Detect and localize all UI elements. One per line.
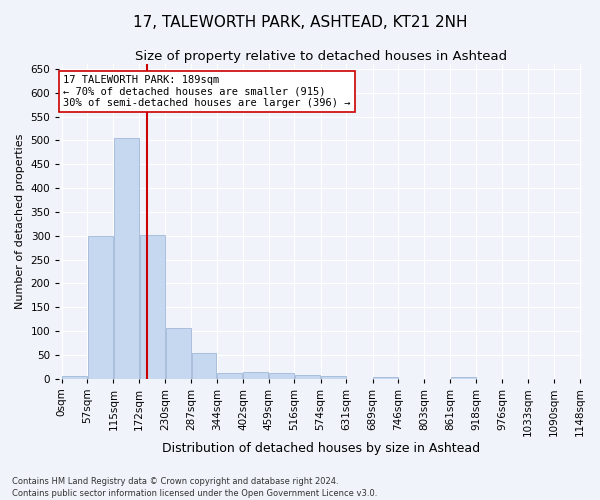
Title: Size of property relative to detached houses in Ashtead: Size of property relative to detached ho… — [134, 50, 507, 63]
Bar — [114, 138, 139, 378]
Bar — [373, 377, 398, 378]
Bar — [244, 372, 268, 378]
Bar — [62, 376, 87, 378]
Bar — [321, 376, 346, 378]
Bar — [217, 373, 242, 378]
Bar — [451, 377, 476, 378]
Bar — [88, 236, 113, 378]
Bar — [166, 328, 191, 378]
Text: 17, TALEWORTH PARK, ASHTEAD, KT21 2NH: 17, TALEWORTH PARK, ASHTEAD, KT21 2NH — [133, 15, 467, 30]
Bar — [295, 376, 320, 378]
Text: Contains HM Land Registry data © Crown copyright and database right 2024.
Contai: Contains HM Land Registry data © Crown c… — [12, 476, 377, 498]
Y-axis label: Number of detached properties: Number of detached properties — [15, 134, 25, 309]
Bar — [191, 354, 217, 378]
Bar — [269, 373, 294, 378]
X-axis label: Distribution of detached houses by size in Ashtead: Distribution of detached houses by size … — [161, 442, 480, 455]
Text: 17 TALEWORTH PARK: 189sqm
← 70% of detached houses are smaller (915)
30% of semi: 17 TALEWORTH PARK: 189sqm ← 70% of detac… — [63, 75, 350, 108]
Bar — [140, 235, 164, 378]
